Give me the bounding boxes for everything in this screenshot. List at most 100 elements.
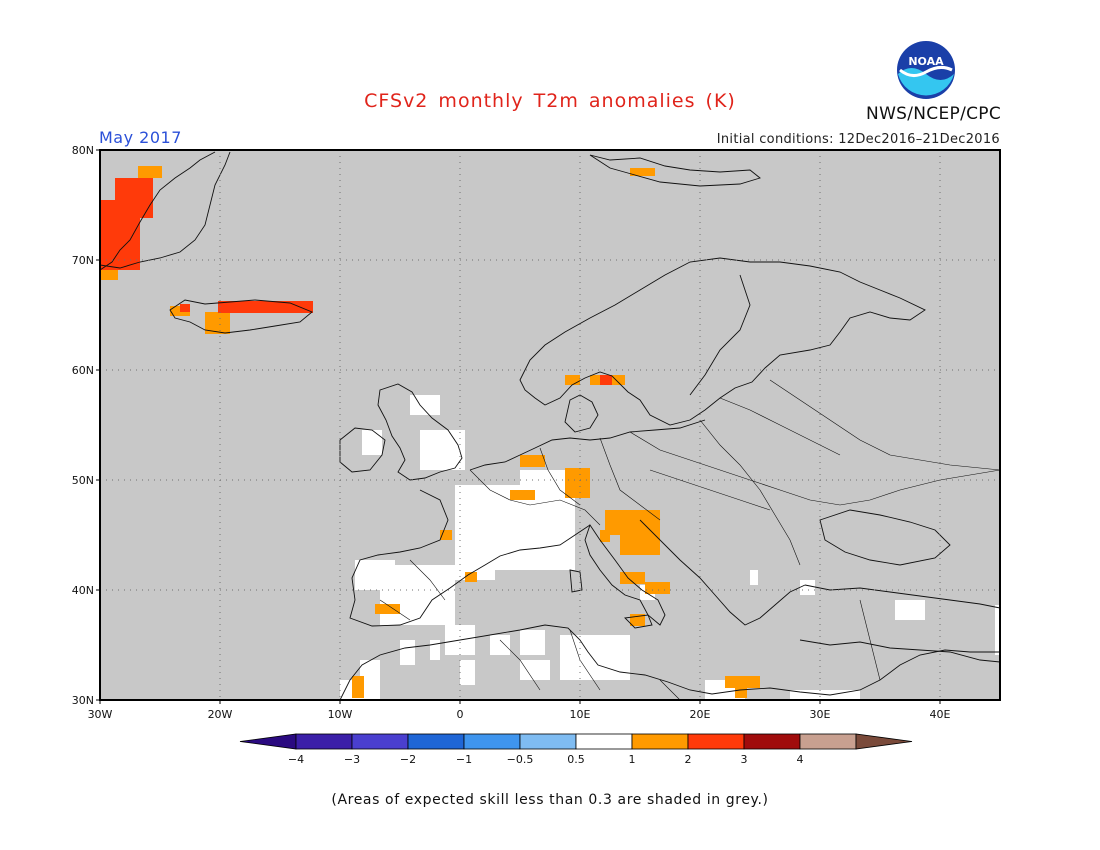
latitude-tick-label: 80N xyxy=(72,144,94,157)
ireland-coast xyxy=(339,427,386,473)
longitude-tick-label: 30E xyxy=(810,708,831,721)
longitude-labels: 30W 20W 10W 0 10E 20E 30E 40E xyxy=(88,700,951,721)
anomaly-cell xyxy=(510,490,535,500)
longitude-tick-label: 10E xyxy=(570,708,591,721)
anomaly-cell xyxy=(520,455,545,467)
anomaly-cell xyxy=(460,660,475,685)
anomaly-cell xyxy=(352,676,364,698)
great-britain-coast xyxy=(377,383,463,481)
map-frame xyxy=(99,149,1001,701)
legend-label: 2 xyxy=(685,753,692,766)
agency-label: NWS/NCEP/CPC xyxy=(866,104,1001,124)
legend-low-arrow xyxy=(239,733,297,750)
longitude-tick-label: 0 xyxy=(457,708,464,721)
legend-swatch xyxy=(799,733,857,750)
legend-swatch xyxy=(631,733,689,750)
anomaly-cell xyxy=(520,660,550,680)
anomaly-cell xyxy=(440,530,452,540)
anomaly-cell xyxy=(565,468,590,498)
anomaly-cell xyxy=(790,690,860,700)
anomaly-cell xyxy=(400,640,415,665)
anomaly-cell xyxy=(895,600,925,620)
anomaly-cell xyxy=(490,635,510,655)
denmark-coast xyxy=(564,394,599,433)
legend-swatch xyxy=(463,733,521,750)
initial-conditions: Initial conditions: 12Dec2016–21Dec2016 xyxy=(716,132,1000,147)
latitude-tick-label: 30N xyxy=(72,694,94,707)
black-sea-coast xyxy=(819,509,951,566)
coastlines xyxy=(99,151,1001,701)
latitude-tick-label: 60N xyxy=(72,364,94,377)
sicily-coast xyxy=(624,614,653,629)
legend-label: −4 xyxy=(288,753,304,766)
longitude-tick-label: 10W xyxy=(328,708,353,721)
legend-swatch xyxy=(575,733,633,750)
chart-title: CFSv2 monthly T2m anomalies (K) xyxy=(364,90,736,112)
svalbard-coast xyxy=(589,154,761,187)
anomaly-cell xyxy=(180,304,190,312)
footnote: (Areas of expected skill less than 0.3 a… xyxy=(331,792,769,808)
forecast-period: May 2017 xyxy=(99,128,182,147)
anomaly-cell xyxy=(995,605,1000,655)
logo-text: NOAA xyxy=(908,55,944,68)
anomaly-cell xyxy=(465,572,477,582)
legend-label: −1 xyxy=(456,753,472,766)
legend-label: 3 xyxy=(741,753,748,766)
latitude-tick-label: 70N xyxy=(72,254,94,267)
anomaly-cell xyxy=(600,375,612,385)
anomaly-cell xyxy=(355,560,395,590)
anomaly-cell xyxy=(520,630,545,655)
balkan-coast xyxy=(639,519,806,626)
latitude-tick-label: 50N xyxy=(72,474,94,487)
scandinavia-coast xyxy=(519,257,926,426)
latitude-tick-label: 40N xyxy=(72,584,94,597)
legend-swatch xyxy=(687,733,745,750)
greenland-coast xyxy=(99,151,216,271)
legend-swatch xyxy=(295,733,353,750)
anomaly-cells xyxy=(100,166,1000,700)
legend-high-arrow xyxy=(855,733,913,750)
anomaly-cell xyxy=(735,688,747,698)
longitude-tick-label: 20E xyxy=(690,708,711,721)
italy-coast xyxy=(584,523,666,626)
anomaly-cell xyxy=(620,535,660,555)
legend-label: 4 xyxy=(797,753,804,766)
anomaly-cell xyxy=(600,530,610,542)
north-africa-coast xyxy=(339,624,1000,701)
anomaly-cell xyxy=(430,640,440,660)
longitude-tick-label: 20W xyxy=(208,708,233,721)
graticule xyxy=(100,150,1000,700)
legend-swatch xyxy=(351,733,409,750)
longitude-tick-label: 30W xyxy=(88,708,113,721)
anomaly-cell xyxy=(100,218,140,270)
anomaly-cell xyxy=(375,604,400,614)
legend-swatch xyxy=(407,733,465,750)
legend-label: −2 xyxy=(400,753,416,766)
anomaly-cell xyxy=(205,312,230,334)
anomaly-cell xyxy=(100,200,115,220)
legend-swatch xyxy=(519,733,577,750)
anomaly-cell xyxy=(800,580,815,595)
anomaly-cell xyxy=(725,676,760,688)
anomaly-cell xyxy=(138,166,162,178)
anomaly-cell xyxy=(630,168,655,176)
map-background xyxy=(100,150,1000,700)
anomaly-cell xyxy=(362,430,382,455)
iberia-france-coast xyxy=(349,489,591,627)
anomaly-cell xyxy=(750,570,758,585)
anomaly-cell xyxy=(420,430,465,470)
anomaly-cell xyxy=(100,268,118,280)
noaa-logo: NOAA xyxy=(897,41,955,99)
anomaly-cell xyxy=(565,375,580,385)
legend-swatch xyxy=(743,733,801,750)
legend-label: −3 xyxy=(344,753,360,766)
anomaly-cell xyxy=(218,301,313,313)
legend-label: 1 xyxy=(629,753,636,766)
latitude-labels: 30N 40N 50N 60N 70N 80N xyxy=(72,144,100,707)
anomaly-cell xyxy=(560,635,630,680)
anomaly-cell xyxy=(645,582,670,594)
anomaly-cell xyxy=(480,520,550,570)
legend-label: 0.5 xyxy=(567,753,585,766)
